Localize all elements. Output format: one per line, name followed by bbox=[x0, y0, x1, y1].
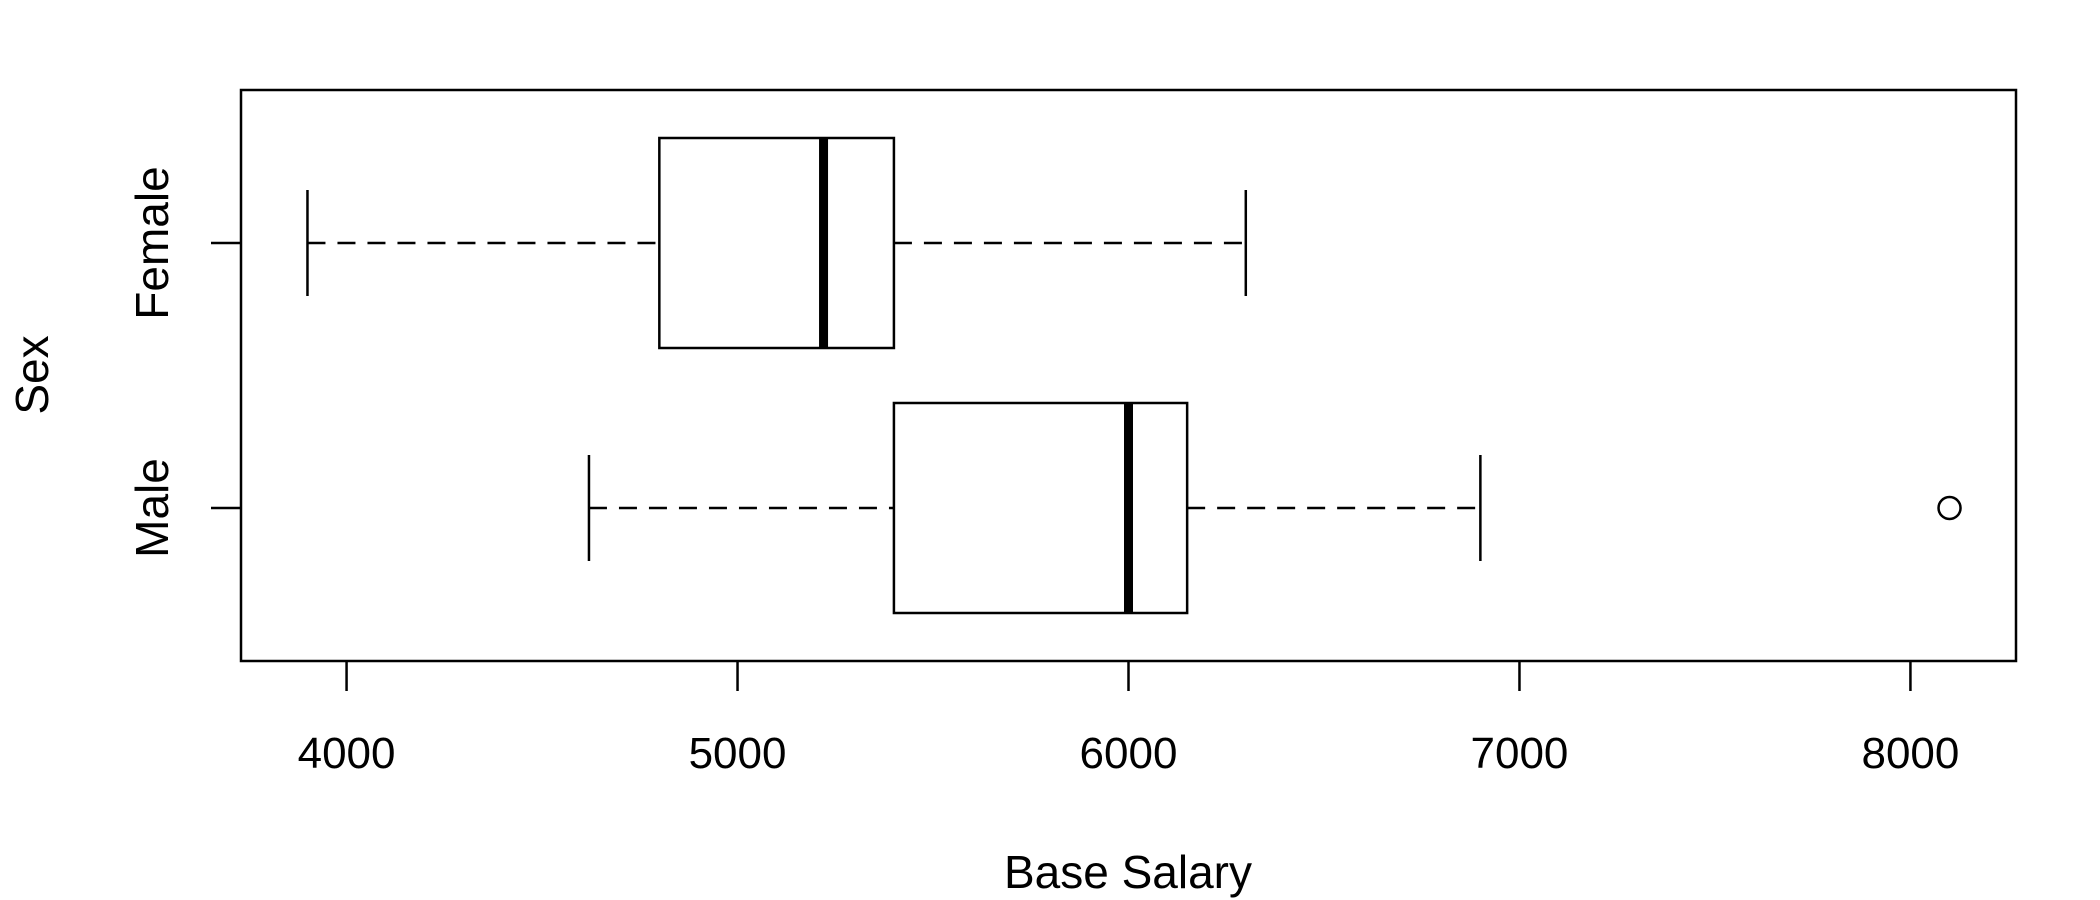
box-male bbox=[587, 401, 1962, 615]
x-tick-label-8000: 8000 bbox=[1861, 729, 1959, 778]
y-axis: Female Male bbox=[126, 166, 241, 558]
y-axis-label: Sex bbox=[6, 335, 58, 414]
x-axis-label: Base Salary bbox=[1004, 846, 1252, 898]
x-tick-label-4000: 4000 bbox=[298, 729, 396, 778]
boxes-layer bbox=[306, 136, 1962, 615]
x-tick-label-6000: 6000 bbox=[1080, 729, 1178, 778]
x-axis: 4000 5000 6000 7000 8000 bbox=[298, 661, 1959, 778]
outlier-male-0 bbox=[1937, 495, 1962, 521]
y-tick-label-female: Female bbox=[126, 166, 178, 319]
x-tick-label-5000: 5000 bbox=[689, 729, 787, 778]
iqr-box-female bbox=[658, 136, 896, 350]
y-tick-label-male: Male bbox=[126, 458, 178, 558]
x-tick-label-7000: 7000 bbox=[1471, 729, 1569, 778]
iqr-box-male bbox=[892, 401, 1189, 615]
box-female bbox=[306, 136, 1248, 350]
